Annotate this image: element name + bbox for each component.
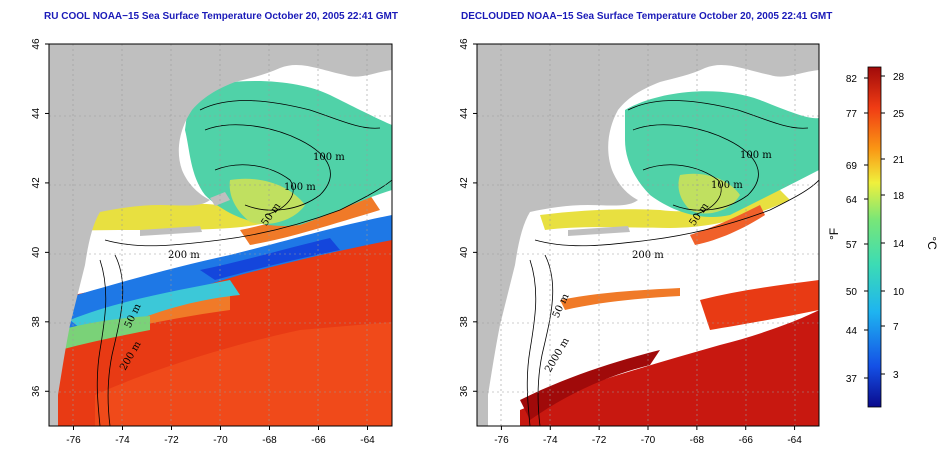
contour-label: 100 m [711, 180, 743, 191]
lon-tick-label: -68 [262, 435, 277, 446]
left-panel-title: RU COOL NOAA−15 Sea Surface Temperature … [44, 11, 398, 22]
lat-tick-label: 40 [459, 246, 470, 258]
lat-tick-label: 42 [31, 177, 42, 189]
contour-label: 200 m [632, 250, 664, 261]
lat-tick-label: 42 [459, 177, 470, 189]
lon-tick-label: -76 [494, 435, 509, 446]
celsius-tick-label: 10 [893, 287, 905, 298]
lat-lon-grid [49, 44, 392, 426]
lon-tick-label: -74 [115, 435, 130, 446]
celsius-tick-label: 7 [893, 322, 899, 333]
mild-band [60, 316, 150, 350]
shelf-warm-band [540, 190, 790, 230]
lat-tick-label: 44 [31, 107, 42, 119]
lon-tick-label: -72 [164, 435, 179, 446]
lon-tick-label: -66 [738, 435, 753, 446]
fahrenheit-tick-label: 69 [846, 161, 858, 172]
fahrenheit-tick-label: 82 [846, 74, 858, 85]
land-mass [477, 44, 819, 426]
warm-water-region [700, 280, 819, 330]
bathymetry-contours [526, 100, 819, 426]
lat-tick-label: 46 [459, 38, 470, 50]
lon-tick-label: -74 [543, 435, 558, 446]
contour-label: 100 m [740, 150, 772, 161]
lat-tick-label: 36 [459, 385, 470, 397]
lat-tick-label: 38 [31, 316, 42, 328]
lat-tick-label: 44 [459, 107, 470, 119]
lon-tick-label: -72 [592, 435, 607, 446]
contour-label: 100 m [313, 152, 345, 163]
fahrenheit-tick-label: 44 [846, 326, 858, 337]
celsius-tick-label: 14 [893, 239, 905, 250]
lon-tick-label: -70 [641, 435, 656, 446]
fahrenheit-tick-label: 77 [846, 109, 858, 120]
fahrenheit-tick-label: 37 [846, 374, 858, 385]
contour-label: 200 m [168, 250, 200, 261]
colorbar [867, 66, 882, 408]
fahrenheit-tick-label: 50 [846, 287, 858, 298]
fahrenheit-unit-label: °F [827, 228, 841, 240]
left-sst-map [49, 44, 392, 426]
orange-band [560, 288, 680, 310]
celsius-tick-label: 28 [893, 72, 905, 83]
celsius-unit-label: °C [925, 236, 939, 250]
celsius-tick-label: 3 [893, 370, 899, 381]
celsius-tick-label: 21 [893, 155, 905, 166]
celsius-tick-label: 18 [893, 191, 905, 202]
right-axes: -76 -74 -72 -70 -68 -66 -64 36 38 40 42 44 46 [459, 38, 802, 446]
lat-tick-label: 38 [459, 316, 470, 328]
lat-tick-label: 46 [31, 38, 42, 50]
lat-tick-label: 40 [31, 246, 42, 258]
lat-tick-label: 36 [31, 385, 42, 397]
lon-tick-label: -66 [311, 435, 326, 446]
lon-tick-label: -64 [360, 435, 375, 446]
lon-tick-label: -76 [66, 435, 81, 446]
lon-tick-label: -70 [213, 435, 228, 446]
left-axes: -76 -74 -72 -70 -68 -66 -64 36 38 40 42 44 46 [31, 38, 375, 446]
land-mass [49, 44, 392, 426]
georges-bank-warm-patch [229, 178, 305, 225]
cold-band [200, 238, 340, 280]
georges-bank-warm-patch [678, 173, 740, 214]
contour-label: 100 m [284, 182, 316, 193]
right-panel-title: DECLOUDED NOAA−15 Sea Surface Temperatur… [461, 11, 833, 22]
lon-tick-label: -64 [787, 435, 802, 446]
fahrenheit-tick-label: 57 [846, 240, 858, 251]
fahrenheit-tick-label: 64 [846, 195, 858, 206]
bathymetry-contours [96, 100, 392, 426]
deep-warm-region [520, 350, 660, 420]
colorbar-ticks: 82 77 69 64 57 50 44 37 28 25 21 18 14 10 7 3 [846, 72, 905, 385]
warm-water-region [520, 310, 819, 426]
right-sst-map [477, 44, 819, 426]
lat-lon-grid [477, 44, 819, 426]
celsius-tick-label: 25 [893, 109, 905, 120]
lon-tick-label: -68 [690, 435, 705, 446]
gulf-of-maine-cool-water [625, 91, 819, 218]
